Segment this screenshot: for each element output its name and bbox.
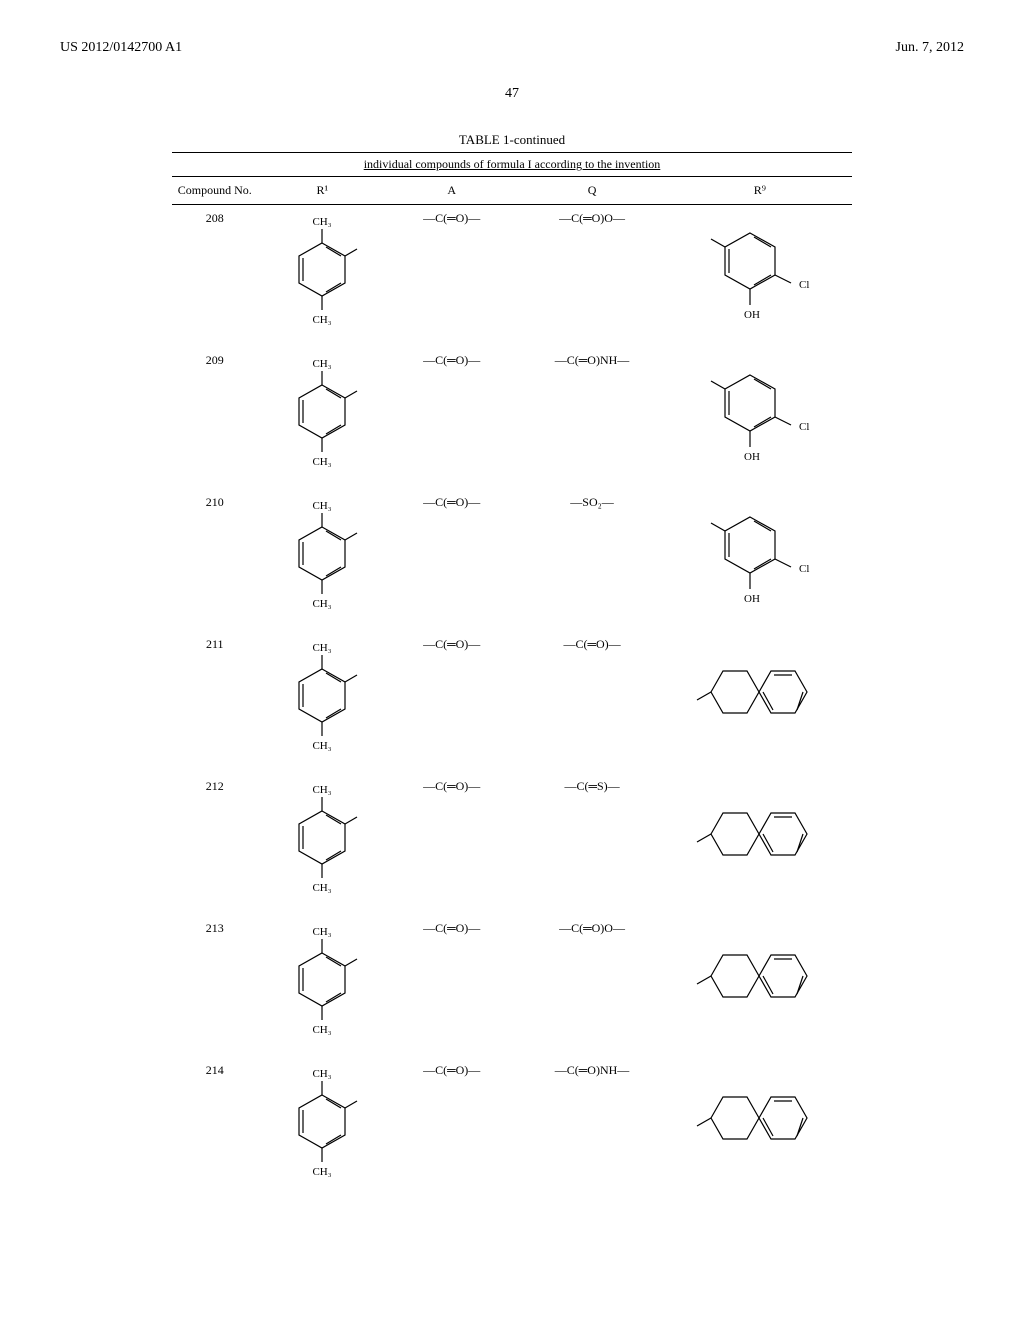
svg-text:CH₃: CH₃ (313, 1166, 332, 1178)
svg-text:CH₃: CH₃ (313, 882, 332, 894)
svg-text:CH₃: CH₃ (313, 1024, 332, 1036)
col-header-no: Compound No. (172, 177, 258, 205)
svg-text:CH₃: CH₃ (313, 500, 332, 512)
cell-a: —C(═O)— (387, 347, 516, 489)
table-row: 214 CH₃ CH₃ —C(═O)——C(═O)NH— (172, 1057, 852, 1199)
cell-q: —C(═O)O— (516, 915, 667, 1057)
r1-structure-icon: CH₃ CH₃ (277, 1063, 367, 1193)
cell-q: —C(═O)NH— (516, 347, 667, 489)
svg-text:CH₃: CH₃ (313, 740, 332, 752)
cell-r1: CH₃ CH₃ (258, 1057, 387, 1199)
compound-table: Compound No. R¹ A Q R⁹ 208 (172, 177, 852, 1199)
table-header: Compound No. R¹ A Q R⁹ (172, 177, 852, 205)
cell-r1: CH₃ CH₃ (258, 347, 387, 489)
svg-text:Cl: Cl (799, 421, 809, 433)
table-row: 210 CH₃ CH₃ —C(═O)——SO₂— Cl OH (172, 489, 852, 631)
svg-text:CH₃: CH₃ (313, 216, 332, 228)
r1-structure-icon: CH₃ CH₃ (277, 211, 367, 341)
svg-text:CH₃: CH₃ (313, 926, 332, 938)
r9-tetralin-icon (685, 921, 835, 1031)
table-row: 209 CH₃ CH₃ —C(═O)——C(═O)NH— Cl OH (172, 347, 852, 489)
svg-text:OH: OH (744, 451, 760, 463)
compound-table-wrap: TABLE 1-continued individual compounds o… (172, 132, 852, 1199)
svg-text:CH₃: CH₃ (313, 598, 332, 610)
cell-r9 (668, 773, 852, 915)
cell-compound-no: 211 (172, 631, 258, 773)
svg-text:OH: OH (744, 593, 760, 605)
cell-a: —C(═O)— (387, 915, 516, 1057)
table-title: TABLE 1-continued (172, 132, 852, 148)
svg-text:CH₃: CH₃ (313, 642, 332, 654)
col-header-q: Q (516, 177, 667, 205)
cell-r9 (668, 1057, 852, 1199)
svg-text:OH: OH (744, 309, 760, 321)
table-row: 208 CH₃ CH₃ —C(═O)——C(═O)O— Cl OH (172, 205, 852, 348)
svg-text:CH₃: CH₃ (313, 314, 332, 326)
r9-tetralin-icon (685, 779, 835, 889)
r1-structure-icon: CH₃ CH₃ (277, 495, 367, 625)
svg-text:CH₃: CH₃ (313, 456, 332, 468)
cell-a: —C(═O)— (387, 489, 516, 631)
page-header: US 2012/0142700 A1 Jun. 7, 2012 (60, 40, 964, 56)
cell-q: —C(═O)— (516, 631, 667, 773)
table-body: 208 CH₃ CH₃ —C(═O)——C(═O)O— Cl OH 209 (172, 205, 852, 1200)
cell-compound-no: 208 (172, 205, 258, 348)
svg-text:Cl: Cl (799, 563, 809, 575)
cell-compound-no: 212 (172, 773, 258, 915)
svg-text:Cl: Cl (799, 279, 809, 291)
table-row: 212 CH₃ CH₃ —C(═O)——C(═S)— (172, 773, 852, 915)
cell-a: —C(═O)— (387, 773, 516, 915)
svg-text:CH₃: CH₃ (313, 1068, 332, 1080)
svg-text:CH₃: CH₃ (313, 358, 332, 370)
cell-a: —C(═O)— (387, 631, 516, 773)
col-header-a: A (387, 177, 516, 205)
r1-structure-icon: CH₃ CH₃ (277, 779, 367, 909)
cell-compound-no: 213 (172, 915, 258, 1057)
page-number: 47 (60, 86, 964, 102)
r1-structure-icon: CH₃ CH₃ (277, 353, 367, 483)
cell-q: —C(═O)O— (516, 205, 667, 348)
r9-phenyl-cl-oh-icon: Cl OH (695, 211, 825, 331)
header-left: US 2012/0142700 A1 (60, 40, 182, 56)
r1-structure-icon: CH₃ CH₃ (277, 921, 367, 1051)
table-caption: individual compounds of formula I accord… (172, 152, 852, 177)
cell-r1: CH₃ CH₃ (258, 915, 387, 1057)
cell-a: —C(═O)— (387, 205, 516, 348)
header-right: Jun. 7, 2012 (896, 40, 964, 56)
r9-tetralin-icon (685, 637, 835, 747)
cell-q: —C(═O)NH— (516, 1057, 667, 1199)
table-row: 213 CH₃ CH₃ —C(═O)——C(═O)O— (172, 915, 852, 1057)
cell-r9: Cl OH (668, 347, 852, 489)
cell-compound-no: 209 (172, 347, 258, 489)
r9-phenyl-cl-oh-icon: Cl OH (695, 353, 825, 473)
cell-r1: CH₃ CH₃ (258, 489, 387, 631)
svg-text:CH₃: CH₃ (313, 784, 332, 796)
cell-r9 (668, 631, 852, 773)
cell-r1: CH₃ CH₃ (258, 205, 387, 348)
cell-r9: Cl OH (668, 205, 852, 348)
cell-q: —SO₂— (516, 489, 667, 631)
cell-r9: Cl OH (668, 489, 852, 631)
page: US 2012/0142700 A1 Jun. 7, 2012 47 TABLE… (0, 0, 1024, 1320)
r9-phenyl-cl-oh-icon: Cl OH (695, 495, 825, 615)
cell-r1: CH₃ CH₃ (258, 631, 387, 773)
r1-structure-icon: CH₃ CH₃ (277, 637, 367, 767)
col-header-r1: R¹ (258, 177, 387, 205)
col-header-r9: R⁹ (668, 177, 852, 205)
cell-a: —C(═O)— (387, 1057, 516, 1199)
cell-q: —C(═S)— (516, 773, 667, 915)
r9-tetralin-icon (685, 1063, 835, 1173)
cell-r9 (668, 915, 852, 1057)
cell-compound-no: 214 (172, 1057, 258, 1199)
cell-compound-no: 210 (172, 489, 258, 631)
table-row: 211 CH₃ CH₃ —C(═O)——C(═O)— (172, 631, 852, 773)
cell-r1: CH₃ CH₃ (258, 773, 387, 915)
